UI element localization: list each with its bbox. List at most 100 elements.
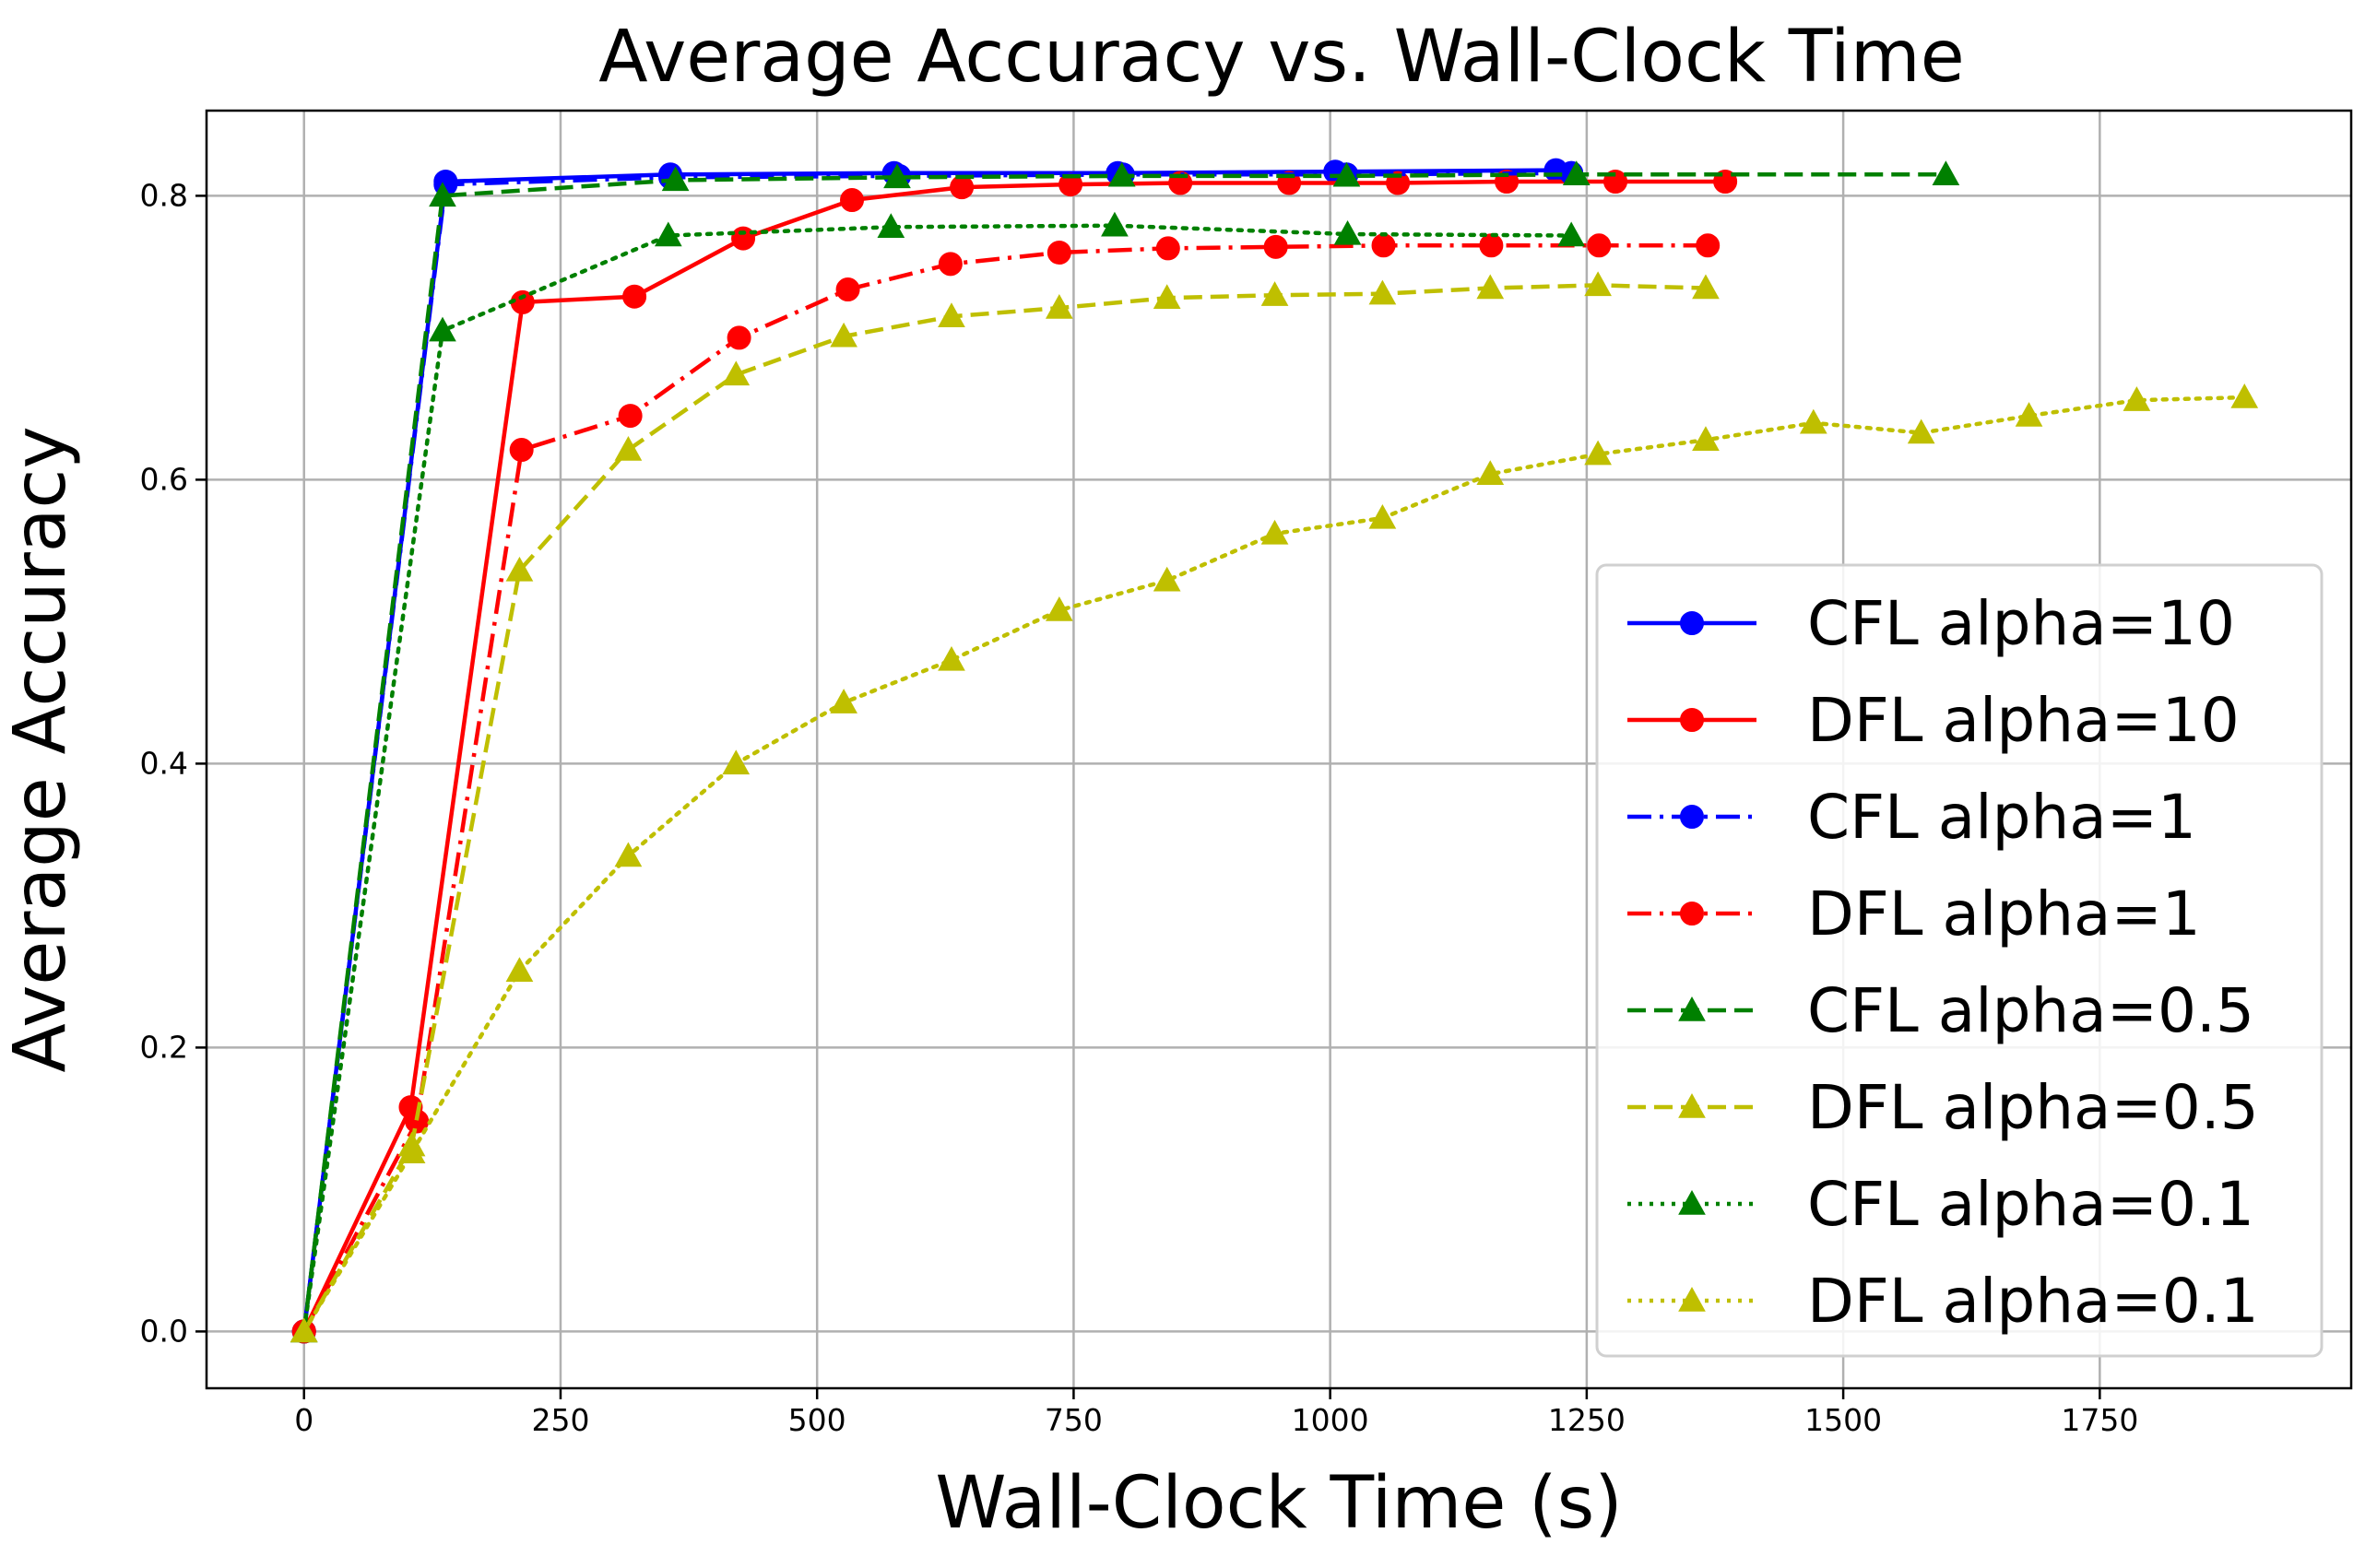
y-tick-label: 0.4 bbox=[140, 745, 188, 781]
series-dfl-alpha-0-5 bbox=[290, 271, 1720, 1343]
data-point bbox=[1557, 221, 1586, 247]
legend-label: DFL alpha=10 bbox=[1807, 685, 2240, 756]
y-tick-label: 0.0 bbox=[140, 1313, 188, 1349]
data-point bbox=[2015, 402, 2043, 427]
legend-label: CFL alpha=0.5 bbox=[1807, 975, 2254, 1046]
data-point bbox=[1045, 294, 1073, 319]
data-point bbox=[1107, 161, 1136, 187]
data-point bbox=[661, 166, 690, 192]
data-point bbox=[1332, 161, 1361, 187]
data-point bbox=[290, 1317, 318, 1343]
legend-marker bbox=[1678, 1189, 1706, 1215]
data-point bbox=[1260, 281, 1289, 306]
legend-marker bbox=[1678, 996, 1706, 1021]
legend-label: DFL alpha=0.5 bbox=[1807, 1072, 2259, 1143]
data-point bbox=[618, 404, 643, 429]
data-point bbox=[1696, 233, 1721, 258]
data-point bbox=[1587, 233, 1612, 258]
legend-marker bbox=[1680, 805, 1704, 829]
data-point bbox=[830, 689, 857, 713]
data-point bbox=[1368, 279, 1397, 305]
data-point bbox=[429, 316, 456, 342]
series-line bbox=[302, 243, 1709, 1333]
legend-item: CFL alpha=0.1 bbox=[1627, 1169, 2254, 1240]
data-point bbox=[727, 325, 751, 350]
data-point bbox=[722, 360, 751, 386]
legend: CFL alpha=10 DFL alpha=10 CFL alpha=1 DFL a… bbox=[1595, 563, 2324, 1358]
legend-marker bbox=[1680, 708, 1704, 732]
data-point bbox=[835, 277, 860, 302]
data-point bbox=[1333, 219, 1362, 245]
data-point bbox=[1153, 566, 1181, 592]
series-line bbox=[302, 168, 1572, 1332]
series-line bbox=[302, 172, 1946, 1332]
data-point bbox=[1101, 211, 1129, 237]
legend-label: CFL alpha=0.1 bbox=[1807, 1169, 2254, 1240]
legend-item: CFL alpha=1 bbox=[1627, 782, 2196, 853]
data-point bbox=[1476, 274, 1505, 300]
data-point bbox=[1932, 160, 1960, 185]
chart-title: Average Accuracy vs. Wall-Clock Time bbox=[598, 16, 1964, 99]
data-point bbox=[877, 213, 905, 238]
x-axis-label: Wall-Clock Time (s) bbox=[935, 1462, 1622, 1545]
ticks: 0 250 500 750 1000 1250 1500 1750 0.0 0.2 0.4 0.6 0.… bbox=[140, 177, 2139, 1438]
data-point bbox=[509, 438, 534, 463]
legend-item: DFL alpha=0.1 bbox=[1627, 1266, 2259, 1337]
y-tick-label: 0.6 bbox=[140, 461, 188, 497]
data-point bbox=[1907, 419, 1935, 444]
data-point bbox=[1045, 596, 1073, 621]
x-tick-label: 1000 bbox=[1292, 1402, 1369, 1438]
legend-item: CFL alpha=0.5 bbox=[1627, 975, 2254, 1046]
data-point bbox=[614, 842, 643, 867]
data-point bbox=[2123, 386, 2151, 411]
data-point bbox=[397, 1138, 426, 1164]
data-point bbox=[830, 322, 857, 348]
x-tick-label: 1250 bbox=[1548, 1402, 1626, 1438]
data-point bbox=[2230, 383, 2259, 408]
data-point bbox=[1260, 519, 1289, 545]
data-point bbox=[505, 556, 534, 582]
legend-label: DFL alpha=1 bbox=[1807, 878, 2201, 949]
data-point bbox=[429, 182, 456, 207]
data-point bbox=[938, 252, 963, 277]
data-point bbox=[1476, 460, 1505, 485]
data-point bbox=[1584, 440, 1612, 466]
data-point bbox=[883, 163, 911, 189]
legend-marker bbox=[1678, 1092, 1706, 1118]
y-axis-label: Average Accuracy bbox=[0, 426, 82, 1072]
data-point bbox=[1692, 426, 1720, 451]
data-point bbox=[614, 436, 643, 461]
data-point bbox=[622, 284, 647, 309]
legend-item: CFL alpha=10 bbox=[1627, 588, 2235, 659]
legend-item: DFL alpha=10 bbox=[1627, 685, 2240, 756]
data-point bbox=[505, 957, 534, 982]
legend-item: DFL alpha=0.5 bbox=[1627, 1072, 2259, 1143]
series-layer bbox=[290, 158, 2259, 1344]
series-line bbox=[302, 283, 1707, 1333]
x-tick-label: 250 bbox=[531, 1402, 589, 1438]
data-point bbox=[1263, 234, 1288, 259]
data-point bbox=[1368, 503, 1397, 529]
data-point bbox=[1479, 233, 1504, 258]
series-dfl-alpha-1 bbox=[291, 233, 1721, 1344]
data-point bbox=[731, 226, 756, 251]
plot-frame bbox=[205, 109, 2353, 1390]
x-tick-label: 0 bbox=[294, 1402, 313, 1438]
data-point bbox=[1155, 236, 1180, 261]
data-point bbox=[722, 749, 751, 775]
series-line bbox=[302, 179, 1726, 1333]
legend-label: DFL alpha=0.1 bbox=[1807, 1266, 2259, 1337]
data-point bbox=[950, 175, 975, 200]
data-point bbox=[938, 302, 965, 327]
series-dfl-alpha-0-1 bbox=[290, 383, 2259, 1343]
data-point bbox=[1562, 160, 1591, 185]
x-tick-label: 750 bbox=[1045, 1402, 1103, 1438]
x-tick-label: 1750 bbox=[2061, 1402, 2138, 1438]
legend-item: DFL alpha=1 bbox=[1627, 878, 2201, 949]
data-point bbox=[1153, 284, 1181, 309]
legend-marker bbox=[1680, 611, 1704, 635]
legend-marker bbox=[1678, 1286, 1706, 1312]
data-point bbox=[938, 645, 965, 671]
legend-box bbox=[1595, 563, 2324, 1358]
